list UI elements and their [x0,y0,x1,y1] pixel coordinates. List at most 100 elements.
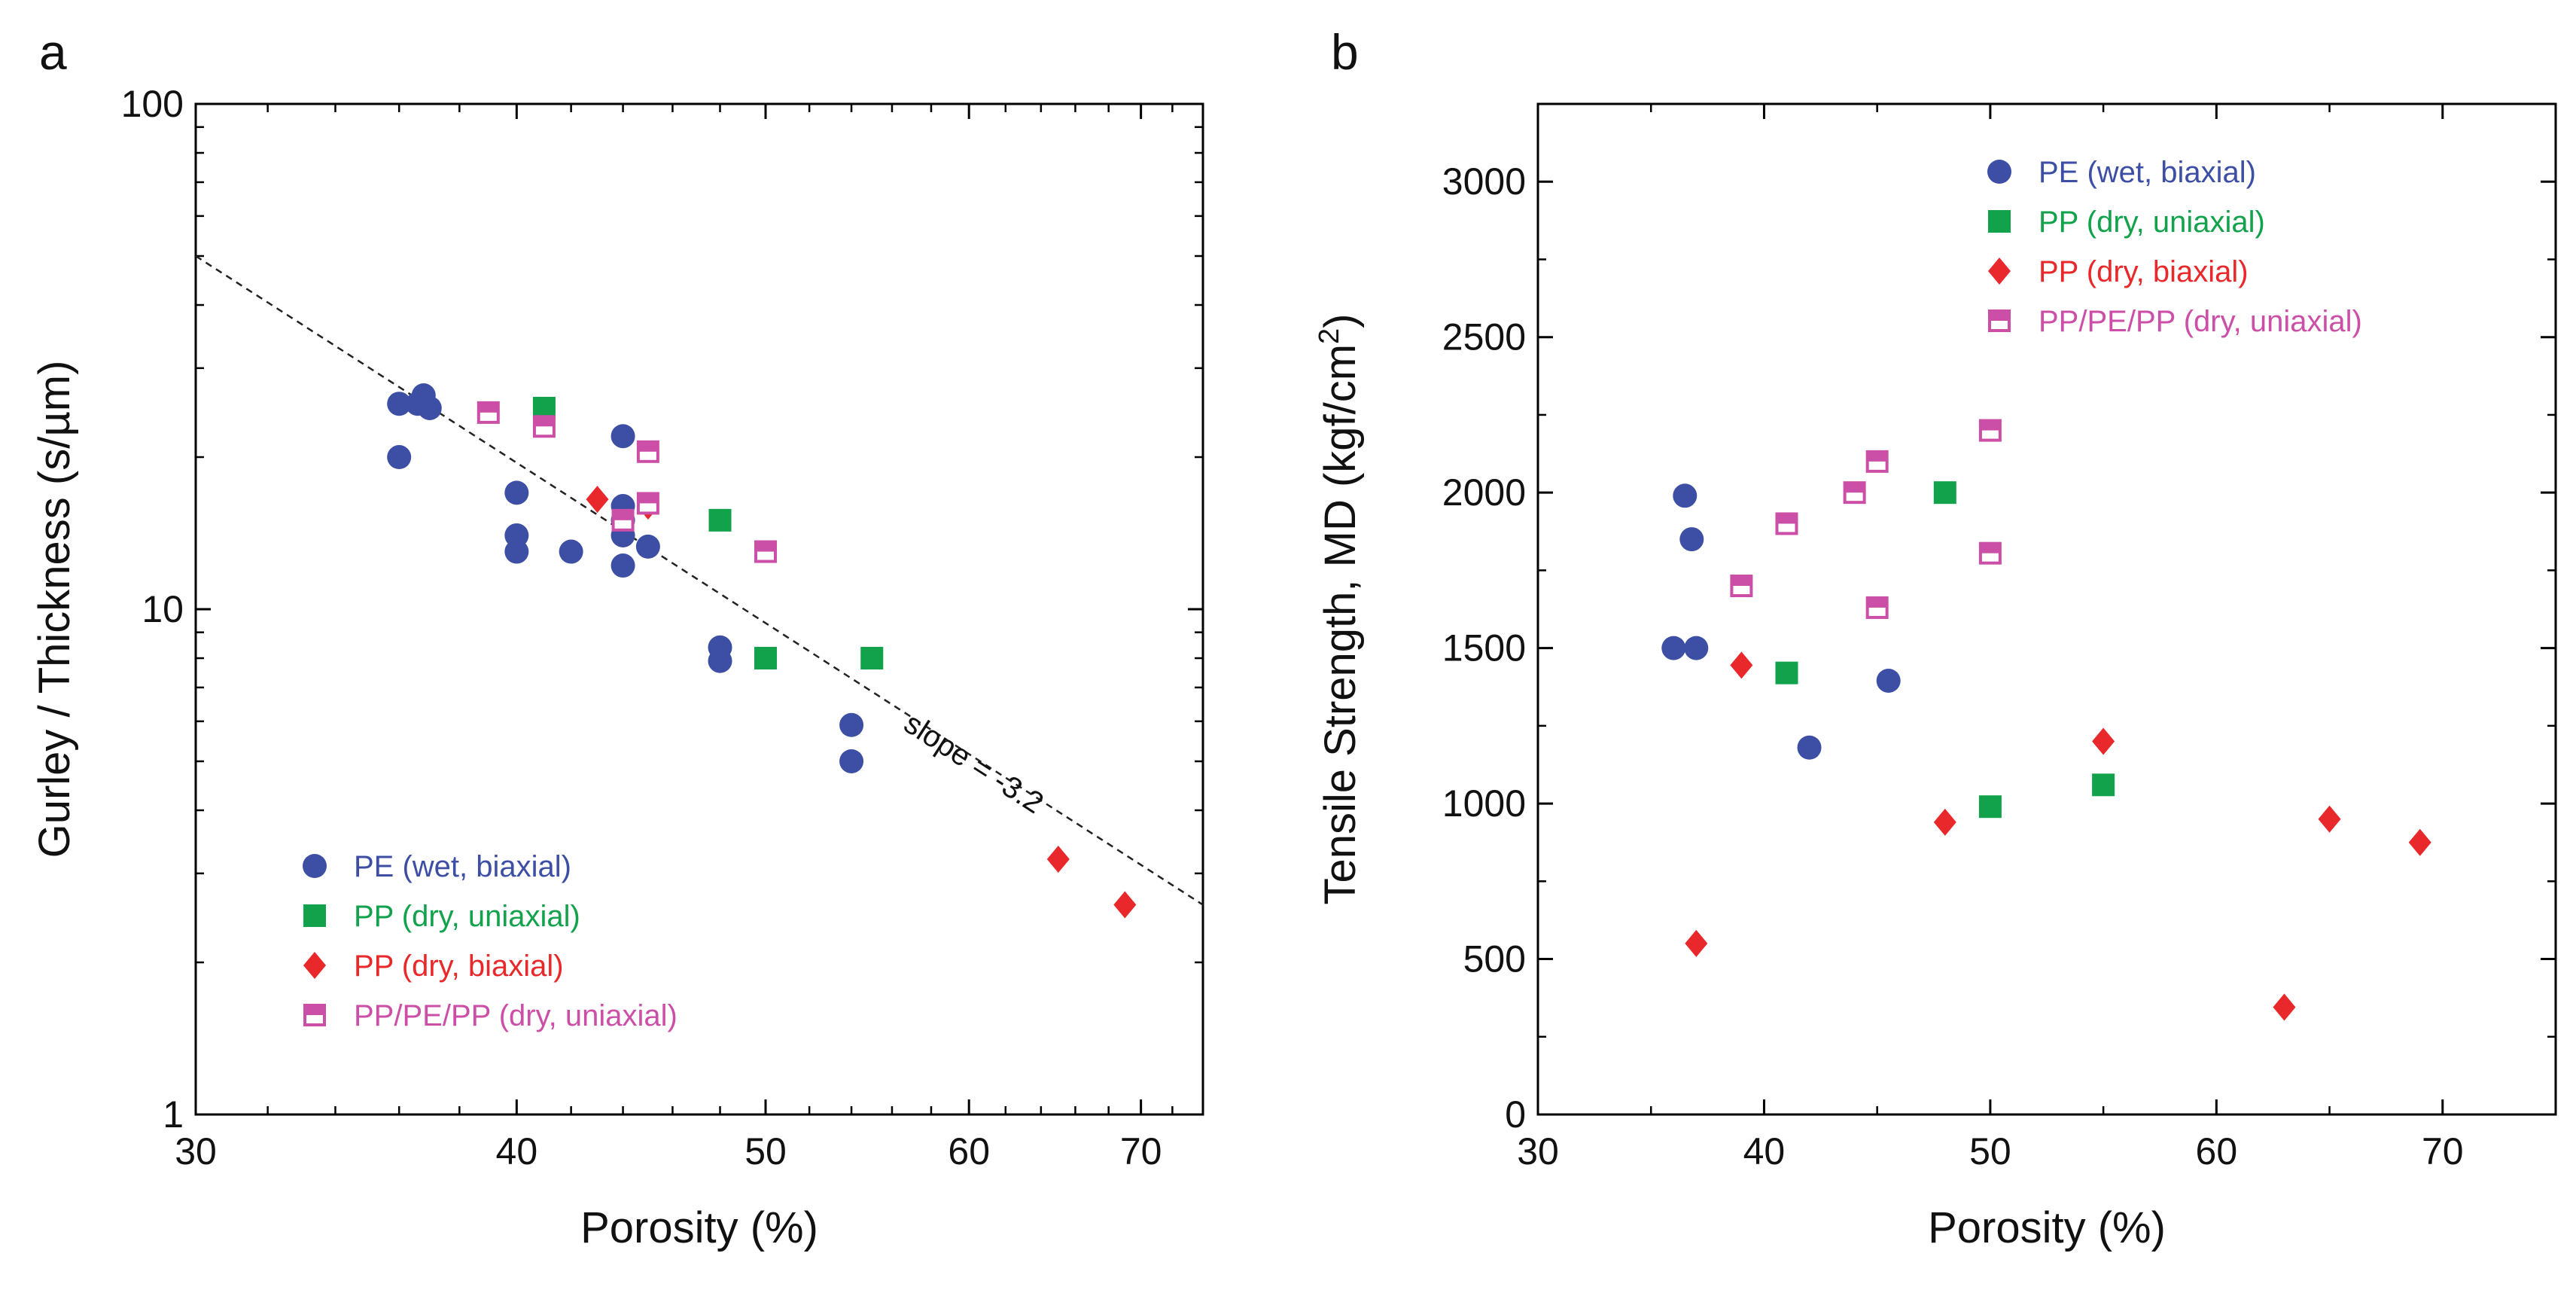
data-point [611,508,635,532]
data-point [532,415,556,438]
legend-label: PP (dry, biaxial) [2039,255,2249,288]
data-point [636,440,659,463]
plot-frame [1536,102,2557,1116]
data-point [1797,735,1822,760]
legend-label: PP/PE/PP (dry, uniaxial) [2039,305,2362,338]
data-point [754,540,778,563]
data-point [1865,596,1889,619]
data-point [504,480,529,505]
data-point [2318,805,2341,833]
series-pp-dry-uniaxial [532,396,884,670]
data-point [1775,512,1798,535]
legend-marker [303,904,326,927]
data-point [1730,575,1753,598]
data-point [754,647,778,670]
data-point [2092,727,2115,755]
data-point [1978,795,2002,819]
panel-letter: a [39,24,67,80]
x-tick-label: 60 [948,1130,990,1172]
data-point [1684,636,1709,660]
data-point [611,553,635,578]
y-tick-label: 100 [121,83,184,125]
data-point [839,712,864,737]
data-point [708,648,732,673]
y-tick-label: 10 [142,588,184,630]
legend-marker [303,854,327,878]
data-point [387,392,412,416]
panel-letter: b [1331,24,1359,80]
slope-annotation: slope = -3.2 [898,706,1049,820]
y-tick-label: 2500 [1442,316,1526,358]
plot-frame [194,102,1204,1116]
data-point [708,508,732,532]
data-point [417,395,442,420]
data-point [387,445,412,470]
series-pp-dry-biaxial [586,486,1137,919]
x-axis-label: Porosity (%) [580,1203,818,1252]
legend-marker [1987,160,2011,184]
fit-line [195,255,1204,906]
legend-marker [1988,309,2011,332]
data-point [2273,993,2296,1021]
data-point [839,749,864,773]
y-tick-label: 500 [1463,938,1526,980]
panel-a: 30 40 50 60 70 1 10 100 Porosity (%) Gurley / Thi… [30,24,1204,1252]
series-pp-dry-biaxial [1685,651,2431,1021]
data-point [1679,527,1704,552]
x-tick-label: 30 [1517,1130,1559,1172]
data-point [1661,636,1686,660]
series-pp-pe-pp-dry-uniaxial [1730,419,2002,619]
legend: PE (wet, biaxial) PP (dry, uniaxial) PP (d… [303,850,677,1032]
legend-label: PP (dry, uniaxial) [354,900,580,933]
x-tick-label: 50 [744,1130,787,1172]
x-tick-label: 30 [175,1130,217,1172]
x-tick-label: 40 [496,1130,538,1172]
panel-b: 30 40 50 60 70 0 500 1000 1500 2000 2500 3000 Porosi… [1314,24,2557,1252]
data-point [635,534,660,559]
y-axis-label: Gurley / Thickness (s/µm) [30,361,79,858]
legend: PE (wet, biaxial) PP (dry, uniaxial) PP (d… [1987,156,2362,338]
y-tick-label: 1500 [1442,627,1526,669]
legend-label: PE (wet, biaxial) [2039,156,2256,189]
legend-marker [303,952,326,979]
legend-label: PP (dry, biaxial) [354,950,564,983]
data-point [636,492,659,515]
data-point [504,539,529,564]
y-tick-label: 2000 [1442,471,1526,514]
x-tick-label: 50 [1969,1130,2011,1172]
data-point [559,539,583,564]
x-tick-label: 70 [2422,1130,2464,1172]
data-point [1865,450,1889,473]
legend-label: PE (wet, biaxial) [354,850,571,883]
y-tick-label: 3000 [1442,160,1526,203]
legend-marker [1988,210,2011,233]
y-tick-label: 0 [1505,1093,1526,1136]
data-point [1673,483,1698,508]
data-point [477,401,500,424]
data-point [1046,846,1070,874]
data-point [1933,808,1956,836]
data-point [2092,773,2115,797]
x-tick-label: 70 [1120,1130,1162,1172]
y-axis-label: Tensile Strength, MD (kgf/cm2) [1314,313,1365,904]
y-tick-label: 1 [163,1093,184,1136]
data-point [1685,929,1708,957]
series-pp-pe-pp-dry-uniaxial [477,401,778,563]
data-point [611,424,635,449]
data-point [1113,891,1137,919]
legend-label: PP/PE/PP (dry, uniaxial) [354,999,677,1032]
data-point [1933,481,1956,505]
y-tick-label: 1000 [1442,782,1526,825]
data-point [860,647,884,670]
legend-label: PP (dry, uniaxial) [2039,206,2265,239]
data-point [1978,541,2002,565]
x-axis-label: Porosity (%) [1928,1203,2166,1252]
data-point [1843,481,1866,505]
x-tick-label: 60 [2196,1130,2238,1172]
data-point [1876,668,1901,693]
data-point [1978,419,2002,442]
data-point [2408,828,2431,856]
data-point [586,486,609,514]
data-point [1775,661,1798,685]
